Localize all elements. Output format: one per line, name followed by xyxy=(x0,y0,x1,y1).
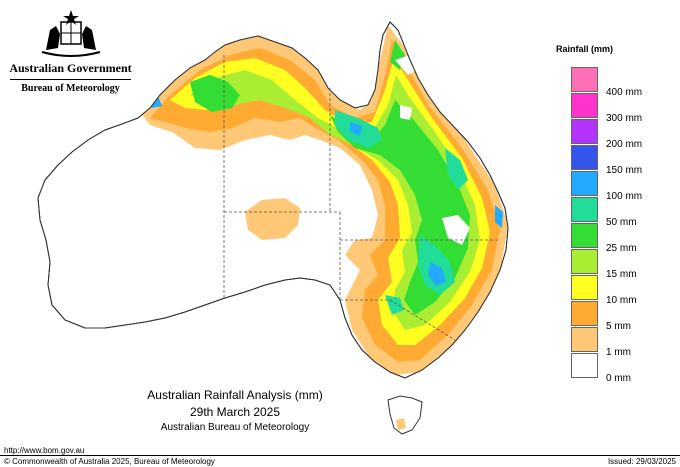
legend-label: 400 mm xyxy=(606,87,643,98)
legend-swatch xyxy=(571,93,598,118)
issued-date: Issued: 29/03/2025 xyxy=(607,457,676,466)
bom-logo: Australian Government Bureau of Meteorol… xyxy=(8,8,133,94)
legend-label: 200 mm xyxy=(606,139,643,150)
website-link[interactable]: http://www.bom.gov.au xyxy=(4,446,85,455)
legend-swatch xyxy=(571,327,598,352)
legend-label: 10 mm xyxy=(606,295,637,306)
state-borders xyxy=(223,55,500,341)
legend-swatch xyxy=(571,67,598,92)
legend-swatch xyxy=(571,197,598,222)
legend-label: 300 mm xyxy=(606,113,643,124)
legend-swatch xyxy=(571,171,598,196)
legend-label: 0 mm xyxy=(606,373,631,384)
legend-label: 15 mm xyxy=(606,269,637,280)
copyright-text: © Commonwealth of Australia 2025, Bureau… xyxy=(4,457,215,466)
legend-swatch xyxy=(571,353,598,378)
coat-of-arms-icon xyxy=(41,10,100,57)
legend-label: 5 mm xyxy=(606,321,631,332)
legend-title: Rainfall (mm) xyxy=(556,44,614,54)
government-name: Australian Government xyxy=(9,61,132,75)
legend-swatch xyxy=(571,249,598,274)
tasmania xyxy=(387,395,423,435)
legend-swatch xyxy=(571,119,598,144)
legend-label: 100 mm xyxy=(606,191,643,202)
rainfall-shading xyxy=(140,25,508,375)
legend-label: 1 mm xyxy=(606,347,631,358)
bureau-name: Bureau of Meteorology xyxy=(21,83,120,94)
map-date: 29th March 2025 xyxy=(189,405,281,419)
legend-swatch xyxy=(571,145,598,170)
legend-label: 150 mm xyxy=(606,165,643,176)
legend-label: 25 mm xyxy=(606,243,637,254)
legend-label: 50 mm xyxy=(606,217,637,228)
map-organisation: Australian Bureau of Meteorology xyxy=(160,422,310,433)
footer-divider xyxy=(0,455,680,456)
logo-divider xyxy=(10,79,131,80)
map-title: Australian Rainfall Analysis (mm) xyxy=(147,388,323,402)
legend-swatch xyxy=(571,275,598,300)
legend-swatch xyxy=(571,301,598,326)
legend-swatch xyxy=(571,223,598,248)
